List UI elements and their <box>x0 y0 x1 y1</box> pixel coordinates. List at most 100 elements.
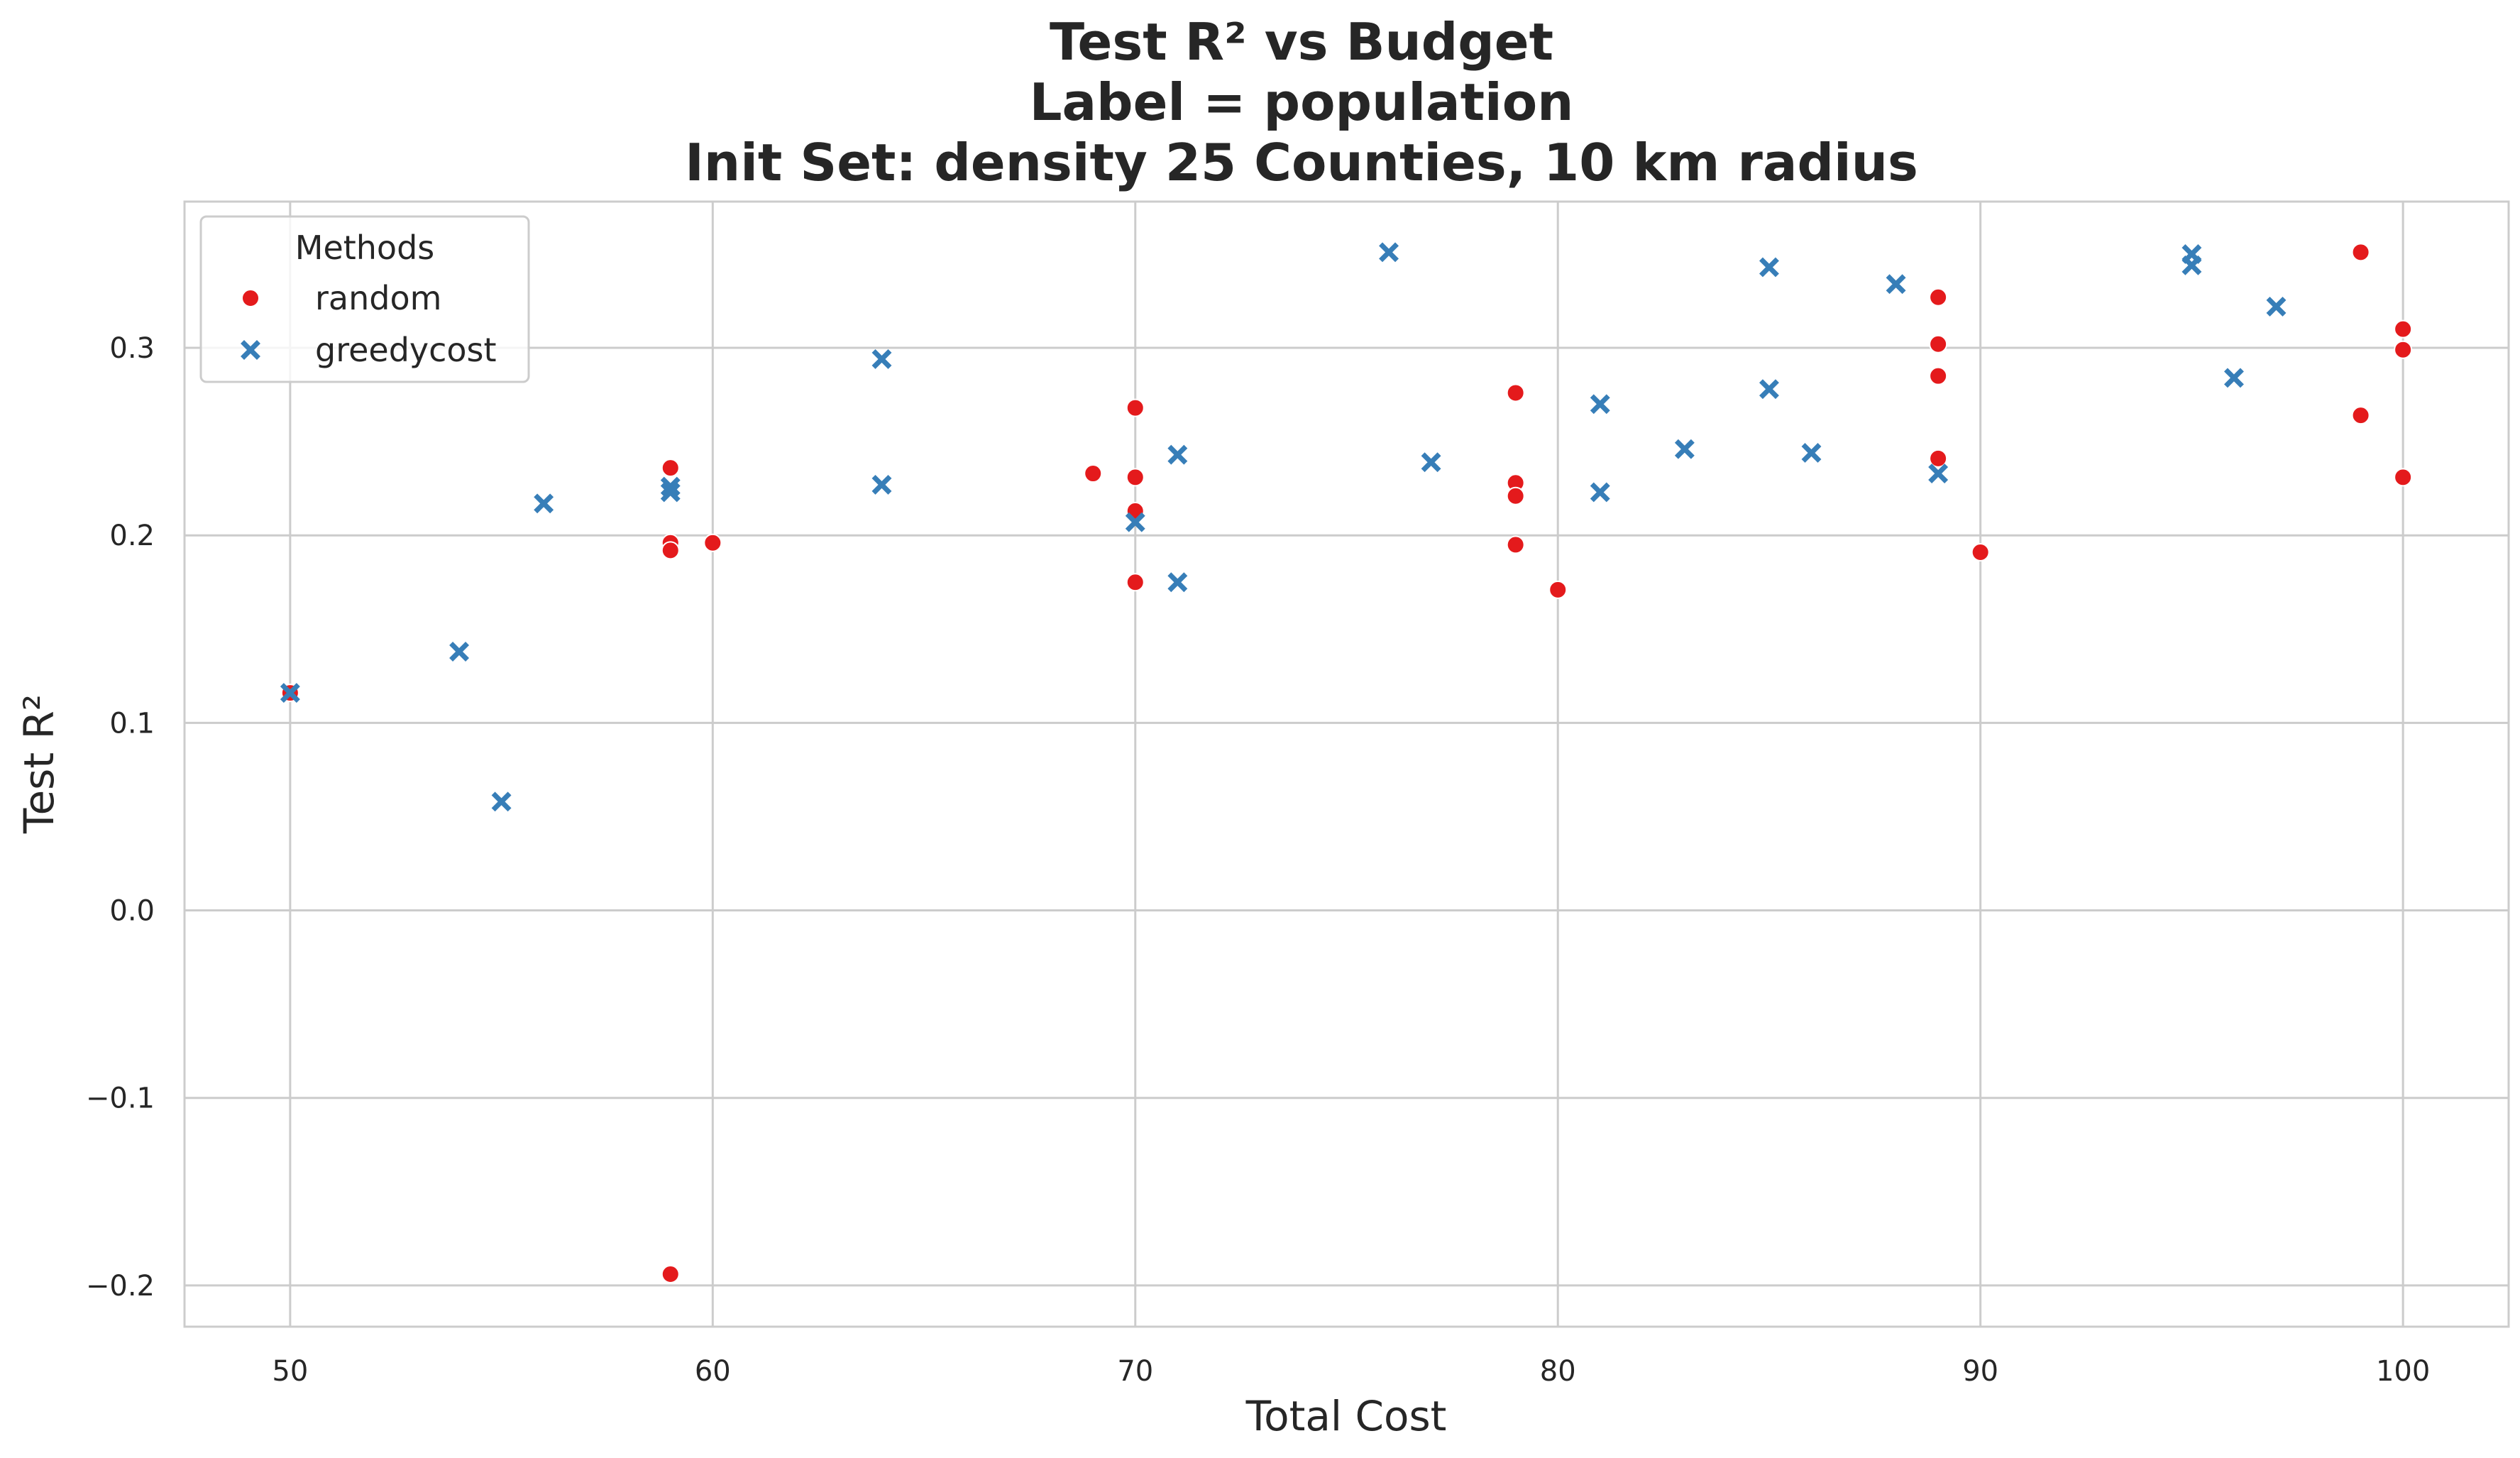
x-tick-label: 100 <box>2376 1355 2430 1388</box>
legend: Methods random greedycost <box>199 215 530 383</box>
legend-box <box>199 215 530 383</box>
point-random <box>1506 486 1525 505</box>
plot-area-frame <box>183 200 2510 1328</box>
point-greedycost <box>280 683 300 703</box>
legend-marker-random <box>241 289 260 307</box>
legend-title: Methods <box>295 229 435 267</box>
chart-title: Test R² vs Budget Label = population Ini… <box>685 12 1918 192</box>
point-random <box>661 541 680 560</box>
point-random <box>661 1265 680 1284</box>
point-greedycost <box>1928 464 1949 483</box>
point-greedycost-stroke <box>280 683 300 703</box>
point-greedycost-stroke <box>871 474 892 495</box>
point-random <box>1126 573 1145 592</box>
point-random <box>1548 580 1568 599</box>
point-greedycost <box>1125 512 1145 532</box>
legend-entry-greedycost: greedycost <box>241 331 497 369</box>
point-greedycost <box>1590 482 1610 503</box>
point-random <box>2394 468 2413 487</box>
point-random <box>1971 542 1990 561</box>
point-random <box>1506 383 1525 402</box>
point-greedycost <box>1759 257 1779 278</box>
point-greedycost-stroke <box>2266 296 2287 317</box>
point-greedycost-stroke <box>1759 257 1779 278</box>
point-greedycost <box>2224 368 2244 388</box>
legend-label-greedycost: greedycost <box>315 331 497 369</box>
point-random <box>661 459 680 478</box>
point-greedycost <box>1674 439 1695 459</box>
chart-title-line-1: Test R² vs Budget <box>1050 12 1553 72</box>
x-tick-label: 50 <box>272 1355 308 1388</box>
point-greedycost-stroke <box>871 349 892 369</box>
point-random <box>2394 319 2413 339</box>
legend-label-random: random <box>315 279 441 317</box>
point-greedycost <box>1590 394 1610 415</box>
point-greedycost-stroke <box>1759 379 1779 400</box>
point-greedycost <box>660 482 681 503</box>
point-greedycost <box>2266 296 2287 317</box>
point-greedycost-stroke <box>1167 572 1188 593</box>
series-random <box>280 243 2413 1284</box>
point-random <box>1126 398 1145 417</box>
point-random <box>1929 366 1948 385</box>
legend-entries: random greedycost <box>241 279 497 369</box>
point-greedycost-stroke <box>2224 368 2244 388</box>
point-random <box>2351 406 2370 425</box>
point-greedycost <box>449 642 469 662</box>
point-greedycost-stroke <box>449 642 469 662</box>
point-greedycost-stroke <box>2181 255 2202 275</box>
chart-title-line-2: Label = population <box>1030 72 1574 132</box>
point-greedycost <box>2181 255 2202 275</box>
point-greedycost-stroke <box>1421 452 1441 473</box>
y-axis-label: Test R² <box>15 694 63 834</box>
x-axis-ticks: 50 60 70 80 90 100 <box>272 1355 2430 1388</box>
point-random <box>1929 449 1948 468</box>
legend-marker-greedycost <box>241 340 260 360</box>
point-random <box>1506 535 1525 554</box>
point-random <box>1929 287 1948 307</box>
series-greedycost <box>280 242 2287 812</box>
point-greedycost-stroke <box>1886 274 1906 295</box>
point-greedycost-stroke <box>491 791 512 812</box>
point-greedycost-stroke <box>1928 464 1949 483</box>
point-greedycost <box>871 349 892 369</box>
y-tick-label: 0.1 <box>109 707 155 740</box>
point-greedycost <box>1421 452 1441 473</box>
point-greedycost <box>1379 242 1399 263</box>
point-greedycost-stroke <box>1590 394 1610 415</box>
point-random <box>2351 243 2370 262</box>
point-greedycost <box>1886 274 1906 295</box>
point-greedycost <box>1167 572 1188 593</box>
point-greedycost <box>534 493 554 514</box>
y-axis-ticks: −0.2 −0.1 0.0 0.1 0.2 0.3 <box>86 332 155 1303</box>
y-tick-label: 0.2 <box>109 520 155 552</box>
point-greedycost-stroke <box>1674 439 1695 459</box>
point-random <box>2394 340 2413 359</box>
y-tick-label: −0.2 <box>86 1270 155 1303</box>
grid <box>185 202 2509 1327</box>
point-greedycost-stroke <box>1125 512 1145 532</box>
y-tick-label: −0.1 <box>86 1082 155 1115</box>
chart-title-line-3: Init Set: density 25 Counties, 10 km rad… <box>685 133 1918 192</box>
x-tick-label: 80 <box>1540 1355 1576 1388</box>
x-axis-label: Total Cost <box>1245 1392 1447 1440</box>
point-random <box>1929 334 1948 353</box>
point-greedycost <box>1167 444 1188 465</box>
point-greedycost-stroke <box>534 493 554 514</box>
x-tick-label: 70 <box>1117 1355 1153 1388</box>
point-greedycost <box>491 791 512 812</box>
point-random <box>1084 464 1103 483</box>
point-greedycost <box>1759 379 1779 400</box>
y-tick-label: 0.3 <box>109 332 155 365</box>
point-greedycost-stroke <box>1379 242 1399 263</box>
x-tick-label: 90 <box>1962 1355 1998 1388</box>
legend-entry-random: random <box>241 279 441 317</box>
point-random <box>703 533 722 552</box>
point-greedycost <box>871 474 892 495</box>
point-greedycost-stroke <box>660 482 681 503</box>
point-greedycost-stroke <box>1590 482 1610 503</box>
data-points <box>280 242 2413 1284</box>
legend-marker-greedycost-stroke <box>241 340 260 360</box>
x-tick-label: 60 <box>695 1355 731 1388</box>
